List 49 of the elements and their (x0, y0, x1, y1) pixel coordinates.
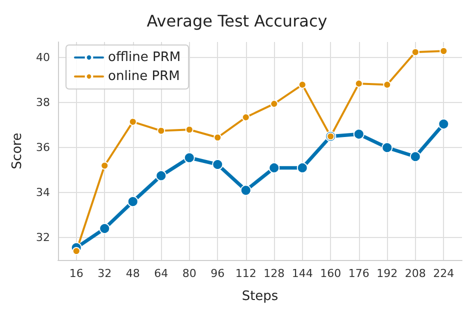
point (185, 126, 194, 134)
point (438, 118, 450, 130)
point (383, 80, 392, 89)
point (99, 223, 110, 234)
point (242, 113, 250, 122)
point (157, 126, 166, 135)
point (156, 170, 167, 182)
point (296, 162, 308, 174)
point (410, 151, 421, 162)
x-tick-label: 176 (348, 267, 370, 280)
point (100, 162, 109, 170)
x-tick-label: 224 (433, 267, 454, 280)
point (127, 196, 138, 208)
x-tick-label: 48 (126, 267, 140, 280)
point (214, 134, 222, 142)
x-tick-label: 32 (98, 267, 112, 280)
x-tick-label: 128 (264, 267, 285, 280)
point (382, 142, 393, 154)
legend-label: offline PRM (108, 50, 181, 65)
x-tick-label: 192 (376, 267, 398, 280)
x-tick-label: 160 (320, 267, 342, 280)
point (128, 118, 137, 126)
x-axis-title: Steps (242, 289, 278, 304)
point (240, 184, 252, 196)
point (411, 48, 420, 56)
chart-title: Average Test Accuracy (146, 12, 328, 30)
y-tick-label: 38 (36, 96, 50, 110)
point (184, 152, 195, 164)
y-tick-label: 34 (36, 186, 50, 200)
y-tick-label: 40 (36, 51, 50, 64)
y-tick-label: 36 (36, 141, 50, 154)
point (212, 158, 224, 170)
point (354, 80, 363, 88)
y-tick-label: 32 (36, 231, 50, 244)
point (270, 100, 278, 108)
x-tick-label: 64 (154, 267, 168, 280)
x-tick-label: 112 (235, 267, 256, 280)
point (353, 128, 364, 140)
x-tick-label: 96 (210, 267, 225, 280)
point (72, 247, 80, 256)
legend-label: online PRM (108, 69, 180, 84)
y-axis-title: Score (10, 132, 25, 170)
point (298, 80, 306, 89)
point (440, 46, 448, 55)
x-tick-label: 16 (69, 267, 84, 280)
x-tick-label: 144 (292, 267, 313, 280)
point (268, 162, 280, 174)
x-tick-label: 208 (404, 267, 426, 280)
x-tick-label: 80 (182, 267, 196, 280)
